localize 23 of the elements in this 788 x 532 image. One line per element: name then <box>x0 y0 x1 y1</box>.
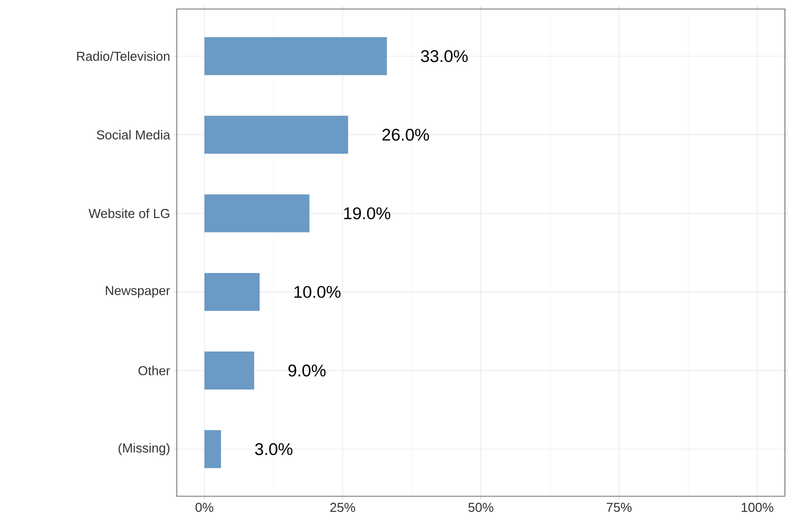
bar <box>204 272 260 311</box>
y-tick-label: (Missing) <box>118 442 170 456</box>
bar <box>204 116 348 154</box>
data-label: 3.0% <box>255 443 292 456</box>
y-tick-label: Newspaper <box>106 286 170 298</box>
x-tick-label: 25% <box>330 502 356 512</box>
bar <box>204 194 310 232</box>
y-tick-label: Website of LG <box>88 208 170 218</box>
x-tick-label: 0% <box>196 502 214 512</box>
y-tick-label: Other <box>138 366 170 376</box>
bar <box>204 37 387 75</box>
data-label: 9.0% <box>288 364 326 376</box>
y-tick-label: Social Media <box>96 130 170 140</box>
x-tick-label: 50% <box>468 502 494 512</box>
data-label: 26.0% <box>382 128 429 141</box>
y-tick-label: Radio/Television <box>77 51 170 61</box>
data-label: 33.0% <box>420 50 468 62</box>
x-tick-label: 100% <box>742 502 774 512</box>
data-label: 19.0% <box>344 207 390 220</box>
bar <box>204 351 254 390</box>
x-tick-label: 75% <box>606 502 632 512</box>
data-label: 10.0% <box>294 286 341 298</box>
bar <box>204 430 221 468</box>
